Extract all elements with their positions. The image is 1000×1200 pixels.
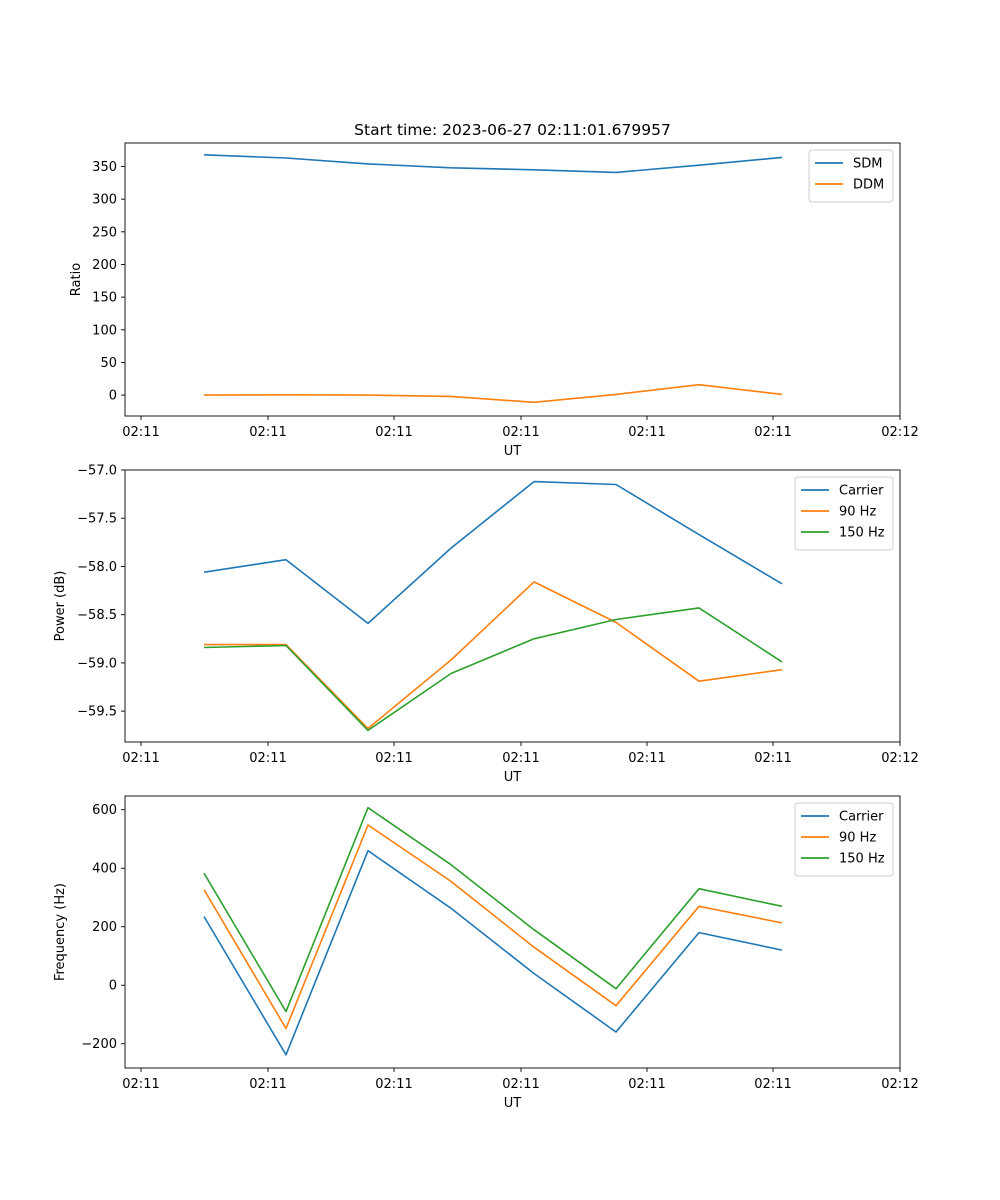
- y-tick-label: 0: [109, 979, 117, 994]
- x-tick-label: 02:11: [754, 751, 791, 766]
- ratio-legend: SDM DDM: [808, 149, 894, 203]
- frequency-series-150-hz-line: [203, 806, 783, 1013]
- power-panel: 02:11 02:11 02:11 02:11 02:11 02:11 02:12 −59.5…: [53, 464, 919, 786]
- y-tick-label: 100: [92, 323, 117, 338]
- legend-entry: 90 Hz: [839, 831, 876, 846]
- x-tick-label: 02:11: [375, 751, 412, 766]
- x-tick-label: 02:11: [122, 751, 159, 766]
- ratio-series-ddm-line: [203, 383, 783, 404]
- x-tick-label: 02:12: [881, 751, 918, 766]
- power-legend: Carrier 90 Hz 150 Hz: [794, 476, 894, 551]
- ratio-axes-frame: [124, 142, 901, 417]
- y-axis-label: Frequency (Hz): [53, 883, 68, 981]
- y-tick-label: 200: [92, 258, 117, 273]
- x-axis-label: UT: [504, 770, 522, 785]
- power-series-150-hz-line: [203, 607, 783, 732]
- x-tick-label: 02:11: [502, 425, 539, 440]
- x-tick-label: 02:11: [249, 1077, 286, 1092]
- x-tick-label: 02:11: [628, 425, 665, 440]
- y-tick-label: −57.5: [77, 512, 117, 527]
- x-tick-label: 02:11: [249, 425, 286, 440]
- x-tick-label: 02:12: [881, 1077, 918, 1092]
- legend-entry: 150 Hz: [839, 852, 885, 867]
- y-tick-label: 0: [109, 389, 117, 404]
- x-tick-label: 02:11: [502, 1077, 539, 1092]
- y-tick-label: −59.0: [77, 656, 117, 671]
- x-tick-label: 02:11: [375, 425, 412, 440]
- y-tick-label: −58.0: [77, 560, 117, 575]
- legend-entry: Carrier: [839, 484, 884, 499]
- y-tick-label: −58.5: [77, 608, 117, 623]
- legend-entry: Carrier: [839, 810, 884, 825]
- frequency-axes-frame: [124, 795, 901, 1069]
- y-tick-label: −57.0: [77, 464, 117, 479]
- ratio-panel: Start time: 2023-06-27 02:11:01.67995702…: [69, 121, 919, 459]
- y-tick-label: 600: [92, 803, 117, 818]
- y-tick-label: 50: [100, 356, 117, 371]
- y-tick-label: 300: [92, 193, 117, 208]
- y-tick-label: 200: [92, 920, 117, 935]
- x-tick-label: 02:11: [628, 1077, 665, 1092]
- legend-entry: 90 Hz: [839, 505, 876, 520]
- frequency-legend: Carrier 90 Hz 150 Hz: [794, 802, 894, 877]
- y-tick-label: 150: [92, 291, 117, 306]
- frequency-series-90-hz-line: [203, 824, 783, 1030]
- x-tick-label: 02:11: [122, 1077, 159, 1092]
- x-tick-label: 02:11: [628, 751, 665, 766]
- y-tick-label: 400: [92, 862, 117, 877]
- power-series-carrier-line: [203, 480, 783, 625]
- legend-entry: DDM: [853, 178, 884, 193]
- x-tick-label: 02:11: [502, 751, 539, 766]
- x-tick-label: 02:12: [881, 425, 918, 440]
- x-tick-label: 02:11: [754, 425, 791, 440]
- y-axis-label: Ratio: [69, 263, 84, 296]
- power-axes-frame: [124, 469, 901, 743]
- chart-title: Start time: 2023-06-27 02:11:01.679957: [354, 121, 671, 139]
- frequency-series-carrier-line: [203, 849, 783, 1056]
- y-tick-label: 250: [92, 225, 117, 240]
- y-tick-label: −59.5: [77, 705, 117, 720]
- y-tick-label: −200: [81, 1037, 117, 1052]
- legend-entry: 150 Hz: [839, 526, 885, 541]
- x-tick-label: 02:11: [375, 1077, 412, 1092]
- x-tick-label: 02:11: [754, 1077, 791, 1092]
- x-tick-label: 02:11: [249, 751, 286, 766]
- y-axis-label: Power (dB): [53, 571, 68, 642]
- x-axis-label: UT: [504, 1096, 522, 1111]
- x-axis-label: UT: [504, 444, 522, 459]
- legend-entry: SDM: [853, 157, 882, 172]
- y-tick-label: 350: [92, 160, 117, 175]
- ratio-series-sdm-line: [203, 154, 783, 174]
- frequency-panel: 02:11 02:11 02:11 02:11 02:11 02:11 02:12 −200 0…: [53, 795, 919, 1111]
- x-tick-label: 02:11: [122, 425, 159, 440]
